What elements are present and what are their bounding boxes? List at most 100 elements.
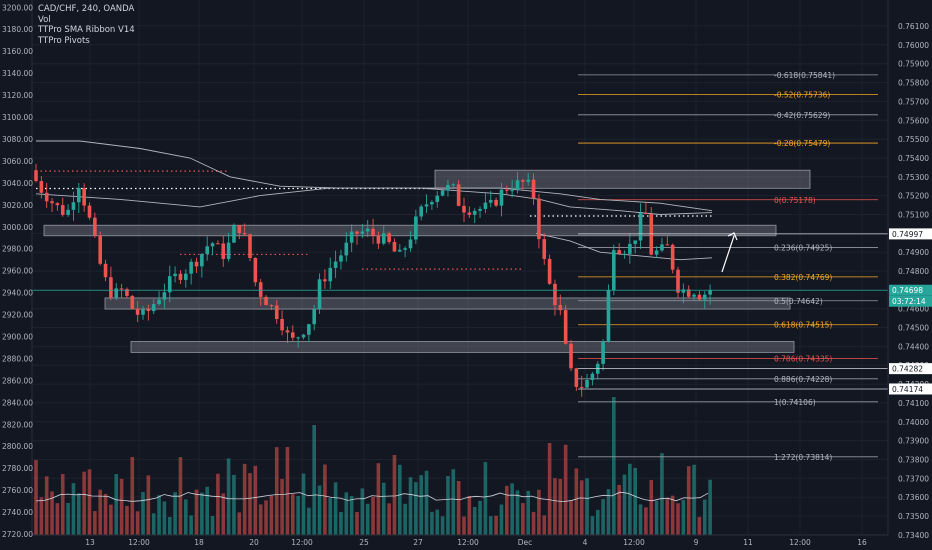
candle-bull	[301, 334, 306, 338]
candle-bull	[424, 204, 429, 207]
candle-bull	[312, 309, 316, 325]
candle-bear	[291, 332, 295, 338]
right-tick-label: 0.73800	[898, 455, 929, 464]
candle-bull	[71, 202, 76, 210]
volume-bar	[488, 516, 493, 535]
candle-bull	[77, 187, 81, 203]
support-resistance-zones	[43, 169, 811, 353]
candle-bear	[125, 289, 129, 296]
legend-ribbon[interactable]: TTPro SMA Ribbon V14	[38, 25, 135, 36]
volume-bar	[167, 516, 172, 535]
legend-pivots[interactable]: TTPro Pivots	[38, 35, 90, 46]
candle-bull	[451, 184, 456, 186]
volume-bar	[472, 506, 477, 535]
volume-bar	[135, 511, 140, 535]
volume-bar	[82, 471, 86, 535]
volume-bar	[77, 493, 81, 535]
fib-label: -0.52(0.75736)	[774, 91, 830, 100]
left-tick-label: 2900.00	[2, 333, 33, 342]
legend-volume[interactable]: Vol	[38, 14, 51, 25]
volume-bar	[141, 492, 145, 535]
candle-bull	[638, 213, 643, 241]
candle-bull	[349, 231, 354, 243]
volume-bar	[173, 492, 177, 535]
candle-bear	[558, 305, 563, 311]
right-tick-label: 0.76100	[898, 22, 929, 31]
time-tick-label: 12:00	[789, 538, 811, 547]
candle-bull	[403, 248, 407, 250]
volume-bar	[39, 497, 44, 535]
volume-bar	[285, 447, 290, 535]
legend-symbol[interactable]: CAD/CHF, 240, OANDA	[38, 4, 135, 14]
candle-bear	[505, 189, 509, 191]
time-tick-label: 4	[583, 538, 588, 547]
volume-bar	[676, 503, 680, 535]
candle-bear	[194, 261, 199, 267]
volume-bar	[579, 480, 584, 535]
candle-bull	[612, 250, 616, 291]
candle-bear	[269, 305, 274, 307]
candle-bull	[344, 242, 349, 256]
volume-bar	[71, 483, 76, 535]
candle-bear	[242, 233, 247, 235]
left-tick-label: 3060.00	[2, 157, 33, 166]
volume-bar	[119, 478, 124, 535]
volume-bar	[269, 495, 274, 535]
left-tick-label: 2760.00	[2, 486, 33, 495]
volume-bar	[537, 489, 541, 535]
volume-bar	[130, 456, 135, 535]
volume-bar	[654, 500, 659, 535]
candle-bear	[135, 308, 140, 315]
fib-label: 0.786(0.74335)	[774, 355, 832, 364]
candle-bear	[676, 269, 680, 293]
volume-bar	[339, 511, 343, 535]
volume-bar	[264, 500, 268, 535]
candle-bull	[510, 190, 514, 192]
volume-bar	[87, 469, 92, 535]
candle-bear	[103, 263, 108, 278]
candle-bull	[333, 261, 338, 268]
left-tick-label: 2960.00	[2, 267, 33, 276]
candle-bull	[654, 250, 659, 255]
candle-bull	[414, 216, 418, 240]
candle-bull	[173, 273, 177, 277]
candle-bear	[109, 277, 113, 298]
chart-legend: CAD/CHF, 240, OANDA Vol TTPro SMA Ribbon…	[38, 4, 135, 46]
volume-bar	[333, 482, 338, 535]
candle-bear	[87, 205, 92, 218]
candle-bull	[232, 225, 236, 243]
volume-bar	[98, 489, 102, 535]
volume-bar	[531, 511, 536, 535]
left-tick-label: 3080.00	[2, 135, 33, 144]
volume-bar	[371, 496, 375, 535]
volume-bar	[365, 503, 370, 535]
candle-bull	[205, 246, 209, 255]
zone-rect	[130, 341, 795, 353]
right-tick-label: 0.75400	[898, 154, 929, 163]
volume-bar	[403, 503, 407, 535]
candle-bear	[119, 288, 124, 290]
volume-bar	[440, 516, 445, 535]
candle-bear	[216, 243, 220, 245]
candle-bull	[365, 228, 370, 232]
candle-bull	[398, 249, 402, 252]
candle-bear	[456, 184, 461, 206]
candle-bull	[622, 253, 627, 255]
volume-bar	[574, 468, 579, 535]
price-tag-box	[889, 295, 932, 307]
left-tick-label: 2860.00	[2, 376, 33, 385]
left-tick-label: 2940.00	[2, 289, 33, 298]
volume-bar	[467, 496, 472, 535]
volume-bar	[665, 498, 670, 535]
volume-bar	[109, 504, 113, 535]
pivot-dotted-lines	[36, 170, 712, 270]
volume-bar	[595, 509, 600, 535]
price-tag-box	[889, 228, 932, 240]
candle-bear	[467, 212, 472, 215]
left-tick-label: 2800.00	[2, 442, 33, 451]
volume-bar	[628, 463, 632, 535]
volume-bar	[114, 474, 119, 535]
right-tick-label: 0.73700	[898, 474, 929, 483]
volume-bar	[414, 482, 418, 535]
